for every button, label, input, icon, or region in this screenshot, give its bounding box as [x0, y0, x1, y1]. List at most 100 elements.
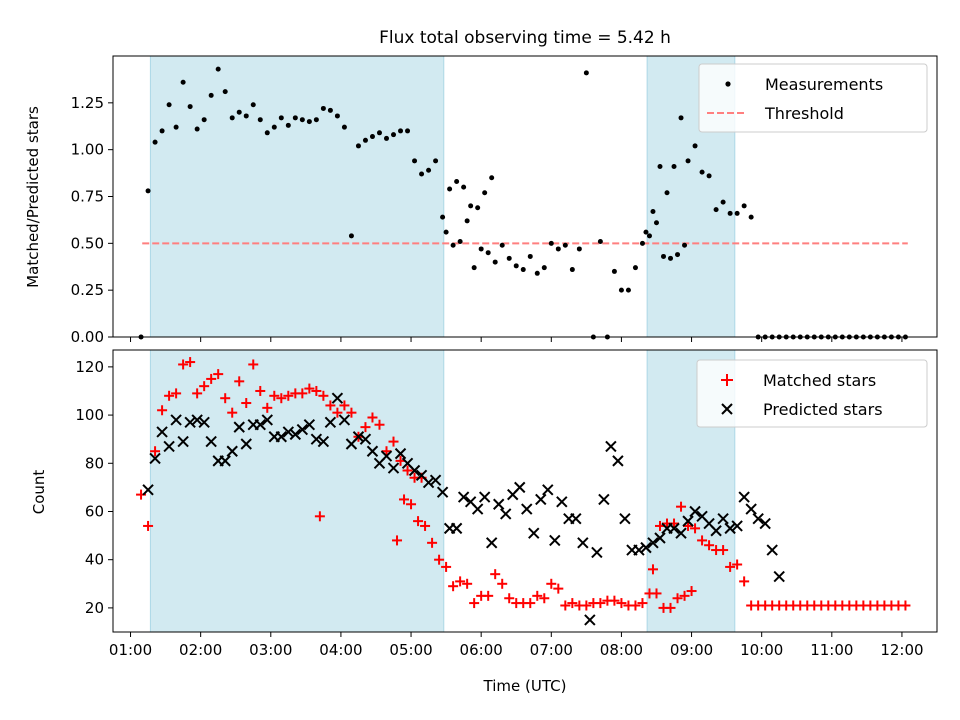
- matched-point: [346, 407, 357, 418]
- measurement-point: [443, 229, 449, 235]
- top-legend-box: [698, 63, 928, 133]
- matched-point: [388, 436, 399, 447]
- predicted-point: [422, 476, 435, 489]
- top-y-axis: 0.00 0.25 0.50 0.75 1.00 1.25: [71, 94, 113, 346]
- predicted-point: [478, 491, 491, 503]
- predicted-point: [352, 431, 365, 443]
- bottom-y-axis: 20 40 60 80 100 120: [75, 358, 113, 617]
- predicted-point: [436, 486, 449, 498]
- matched-point: [150, 446, 161, 457]
- matched-point: [697, 535, 708, 546]
- bottom-legend-box: [696, 359, 928, 428]
- predicted-point: [591, 546, 603, 559]
- predicted-point: [514, 481, 526, 494]
- shaded-interval: [149, 55, 445, 338]
- measurement-point: [618, 287, 624, 293]
- predicted-point: [457, 491, 470, 503]
- x-tick-label: 10:00: [740, 641, 783, 659]
- measurement-point: [478, 246, 484, 252]
- measurement-point: [398, 128, 404, 134]
- matched-point: [704, 540, 715, 551]
- measurement-point: [299, 117, 305, 123]
- predicted-point: [324, 416, 337, 429]
- matched-point: [248, 359, 259, 370]
- matched-point: [900, 600, 911, 611]
- matched-point: [462, 578, 473, 589]
- measurement-point: [699, 169, 705, 175]
- measurement-point: [534, 270, 540, 276]
- matched-point: [672, 593, 683, 604]
- matched-point: [283, 390, 294, 401]
- measurement-point: [215, 66, 221, 72]
- predicted-point: [163, 440, 175, 453]
- matched-point: [647, 564, 658, 575]
- measurement-point: [650, 208, 656, 214]
- matched-point: [213, 369, 224, 380]
- predicted-point: [233, 421, 245, 433]
- matched-point: [532, 590, 543, 601]
- y-tick-label: 40: [85, 551, 104, 569]
- measurement-point: [734, 210, 740, 216]
- measurement-point: [173, 124, 179, 130]
- measurement-point: [391, 132, 397, 138]
- predicted-point: [380, 450, 393, 462]
- top-y-axis-label: Matched/Predicted stars: [24, 106, 42, 288]
- measurement-point: [292, 115, 298, 121]
- matched-point: [725, 561, 736, 572]
- measurement-point: [450, 242, 456, 248]
- predicted-point: [738, 491, 750, 503]
- y-tick-label: 100: [75, 406, 104, 424]
- predicted-point: [219, 455, 231, 467]
- x-tick-label: 01:00: [109, 641, 152, 659]
- matched-point: [392, 535, 403, 546]
- predicted-point: [492, 498, 505, 510]
- matched-point: [311, 385, 322, 396]
- measurement-point: [313, 117, 319, 123]
- predicted-point: [240, 438, 252, 450]
- x-tick-label: 02:00: [179, 641, 222, 659]
- measurement-point: [341, 124, 347, 130]
- predicted-point: [773, 570, 785, 583]
- predicted-point: [556, 496, 568, 508]
- predicted-point: [731, 520, 743, 532]
- measurement-point: [461, 184, 467, 190]
- measurement-point: [643, 229, 649, 235]
- matched-point: [192, 388, 203, 399]
- matched-point: [504, 593, 515, 604]
- measurement-point: [489, 175, 495, 181]
- predicted-point: [261, 414, 273, 426]
- predicted-point: [366, 445, 379, 457]
- matched-point: [690, 523, 701, 534]
- matched-point: [497, 578, 508, 589]
- matched-point: [427, 537, 438, 548]
- predicted-point: [535, 493, 547, 506]
- matched-point: [490, 569, 501, 580]
- measurement-points: [138, 66, 908, 340]
- figure-title: Flux total observing time = 5.42 h: [379, 28, 671, 48]
- predicted-point: [387, 462, 400, 474]
- measurement-point: [611, 268, 617, 274]
- shaded-interval: [149, 349, 445, 633]
- measurement-point: [457, 238, 463, 244]
- matched-point: [616, 598, 627, 609]
- matched-point: [143, 520, 154, 531]
- measurement-point: [159, 128, 165, 134]
- measurement-point: [376, 130, 382, 136]
- x-tick-label: 04:00: [319, 641, 362, 659]
- predicted-point: [647, 537, 659, 549]
- matched-point: [567, 598, 578, 609]
- predicted-point: [198, 416, 210, 429]
- matched-point: [525, 598, 536, 609]
- measurement-point: [639, 240, 645, 246]
- legend-label-predicted: Predicted stars: [763, 400, 883, 419]
- measurement-point: [555, 246, 561, 252]
- measurement-point: [583, 70, 589, 76]
- measurement-point: [468, 203, 474, 209]
- measurement-point: [327, 107, 333, 113]
- predicted-point: [408, 464, 421, 477]
- predicted-point: [296, 423, 309, 436]
- measurement-point: [475, 205, 481, 211]
- y-tick-label: 20: [85, 599, 104, 617]
- measurement-point: [180, 79, 186, 85]
- matched-point: [686, 586, 697, 597]
